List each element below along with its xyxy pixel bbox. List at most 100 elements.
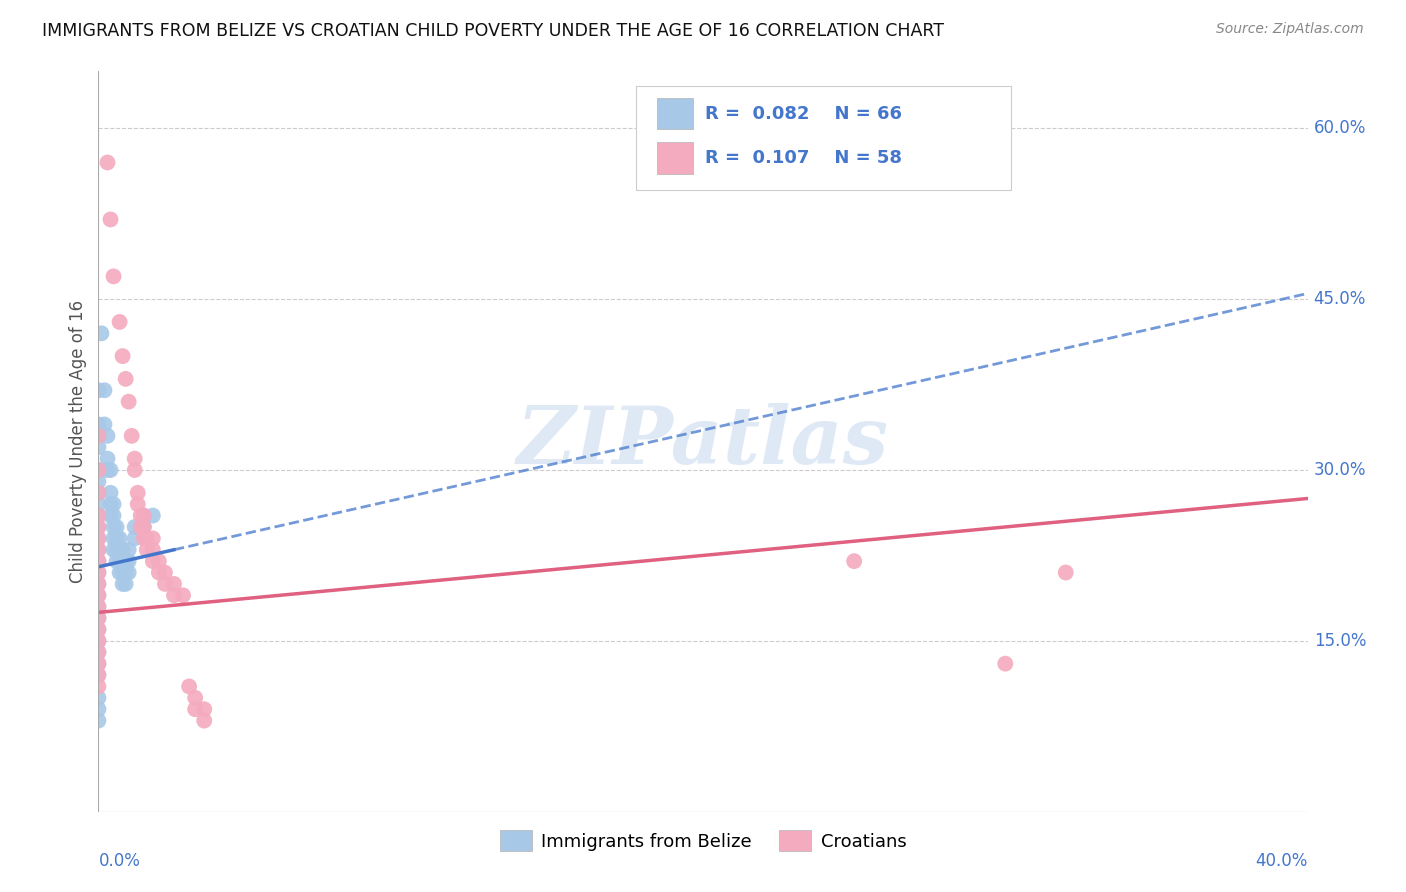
Point [87, 532, 110, 546]
Point [87, 417, 110, 432]
Point [114, 372, 136, 386]
Point [90, 326, 112, 341]
Point [87, 657, 110, 671]
Text: R =  0.107    N = 58: R = 0.107 N = 58 [706, 149, 903, 167]
Point [87, 657, 110, 671]
Point [87, 577, 110, 591]
Point [87, 702, 110, 716]
Point [100, 497, 122, 511]
Point [118, 554, 141, 568]
Point [124, 451, 146, 466]
Point [87, 384, 110, 398]
Point [994, 657, 1017, 671]
Point [124, 520, 146, 534]
Point [127, 485, 149, 500]
Point [87, 566, 110, 580]
Point [87, 475, 110, 489]
Point [100, 463, 122, 477]
Point [111, 577, 134, 591]
Point [114, 577, 136, 591]
Point [163, 577, 186, 591]
Point [87, 588, 110, 602]
Point [87, 429, 110, 443]
Point [153, 566, 176, 580]
Point [108, 566, 131, 580]
Point [96, 155, 118, 169]
Point [93, 384, 115, 398]
Point [124, 463, 146, 477]
Point [87, 611, 110, 625]
Point [132, 508, 155, 523]
Point [184, 702, 207, 716]
Text: 60.0%: 60.0% [1313, 120, 1367, 137]
Point [132, 520, 155, 534]
Point [87, 623, 110, 637]
Point [118, 394, 141, 409]
Point [87, 508, 110, 523]
Point [87, 554, 110, 568]
Point [153, 577, 176, 591]
Point [142, 508, 165, 523]
Point [105, 520, 128, 534]
Point [100, 485, 122, 500]
Point [193, 702, 215, 716]
Point [87, 623, 110, 637]
Text: ZIPatlas: ZIPatlas [517, 403, 889, 480]
Point [142, 532, 165, 546]
Point [148, 554, 170, 568]
Point [87, 714, 110, 728]
Point [87, 680, 110, 694]
Point [87, 429, 110, 443]
Text: 15.0%: 15.0% [1313, 632, 1367, 650]
Point [114, 554, 136, 568]
FancyBboxPatch shape [637, 87, 1011, 190]
Point [87, 485, 110, 500]
Point [87, 645, 110, 659]
Point [129, 508, 152, 523]
Point [184, 690, 207, 705]
Point [100, 508, 122, 523]
Point [193, 714, 215, 728]
Point [93, 417, 115, 432]
Point [163, 588, 186, 602]
Text: R =  0.082    N = 66: R = 0.082 N = 66 [706, 104, 903, 122]
Point [108, 554, 131, 568]
Point [103, 532, 125, 546]
Point [142, 542, 165, 557]
Point [129, 520, 152, 534]
Point [100, 212, 122, 227]
Point [87, 542, 110, 557]
Point [121, 429, 143, 443]
Point [87, 690, 110, 705]
Point [108, 542, 131, 557]
Point [96, 429, 118, 443]
Point [148, 566, 170, 580]
Point [87, 577, 110, 591]
Point [87, 599, 110, 614]
Point [103, 542, 125, 557]
Point [111, 554, 134, 568]
Point [108, 315, 131, 329]
Point [87, 633, 110, 648]
Point [96, 463, 118, 477]
Point [87, 532, 110, 546]
Point [87, 611, 110, 625]
Text: IMMIGRANTS FROM BELIZE VS CROATIAN CHILD POVERTY UNDER THE AGE OF 16 CORRELATION: IMMIGRANTS FROM BELIZE VS CROATIAN CHILD… [42, 22, 945, 40]
Bar [657, 143, 693, 174]
Point [118, 542, 141, 557]
Point [111, 349, 134, 363]
Point [179, 680, 201, 694]
Point [87, 463, 110, 477]
Text: Source: ZipAtlas.com: Source: ZipAtlas.com [1216, 22, 1364, 37]
Point [114, 566, 136, 580]
Point [844, 554, 866, 568]
Point [1054, 566, 1077, 580]
Point [103, 520, 125, 534]
Point [105, 554, 128, 568]
Point [87, 463, 110, 477]
Point [87, 668, 110, 682]
Point [127, 497, 149, 511]
Point [103, 508, 125, 523]
Point [172, 588, 194, 602]
Point [87, 485, 110, 500]
